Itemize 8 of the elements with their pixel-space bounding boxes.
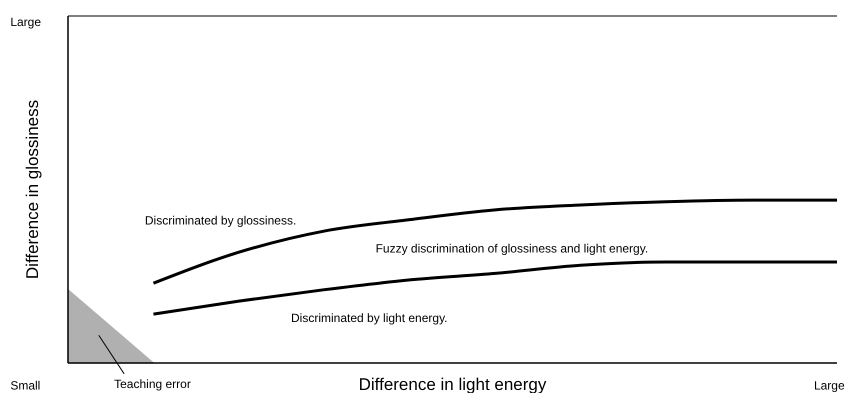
y-axis-title: Difference in glossiness [23, 100, 42, 280]
annotation: Fuzzy discrimination of glossiness and light energy. [376, 241, 648, 256]
annotation: Discriminated by light energy. [291, 310, 448, 325]
text: Large [10, 15, 42, 29]
text: Teaching error [114, 376, 191, 391]
text: Large [814, 378, 845, 393]
text: Small [10, 378, 40, 393]
annotation: Discriminated by glossiness. [144, 214, 296, 228]
